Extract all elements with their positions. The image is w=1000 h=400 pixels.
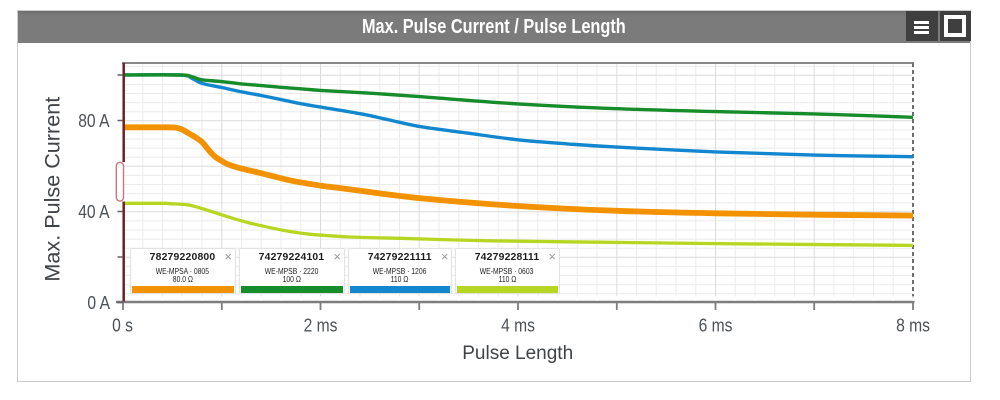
svg-text:8 ms: 8 ms — [896, 316, 930, 336]
svg-text:Pulse Length: Pulse Length — [462, 343, 573, 364]
svg-text:4 ms: 4 ms — [501, 316, 535, 336]
svg-text:2 ms: 2 ms — [304, 316, 338, 336]
svg-text:Max. Pulse Current: Max. Pulse Current — [40, 97, 65, 282]
svg-text:80 A: 80 A — [78, 111, 110, 131]
svg-text:0 A: 0 A — [87, 293, 110, 313]
svg-text:40 A: 40 A — [78, 202, 110, 222]
svg-text:6 ms: 6 ms — [699, 316, 733, 336]
svg-text:0 s: 0 s — [112, 316, 133, 336]
